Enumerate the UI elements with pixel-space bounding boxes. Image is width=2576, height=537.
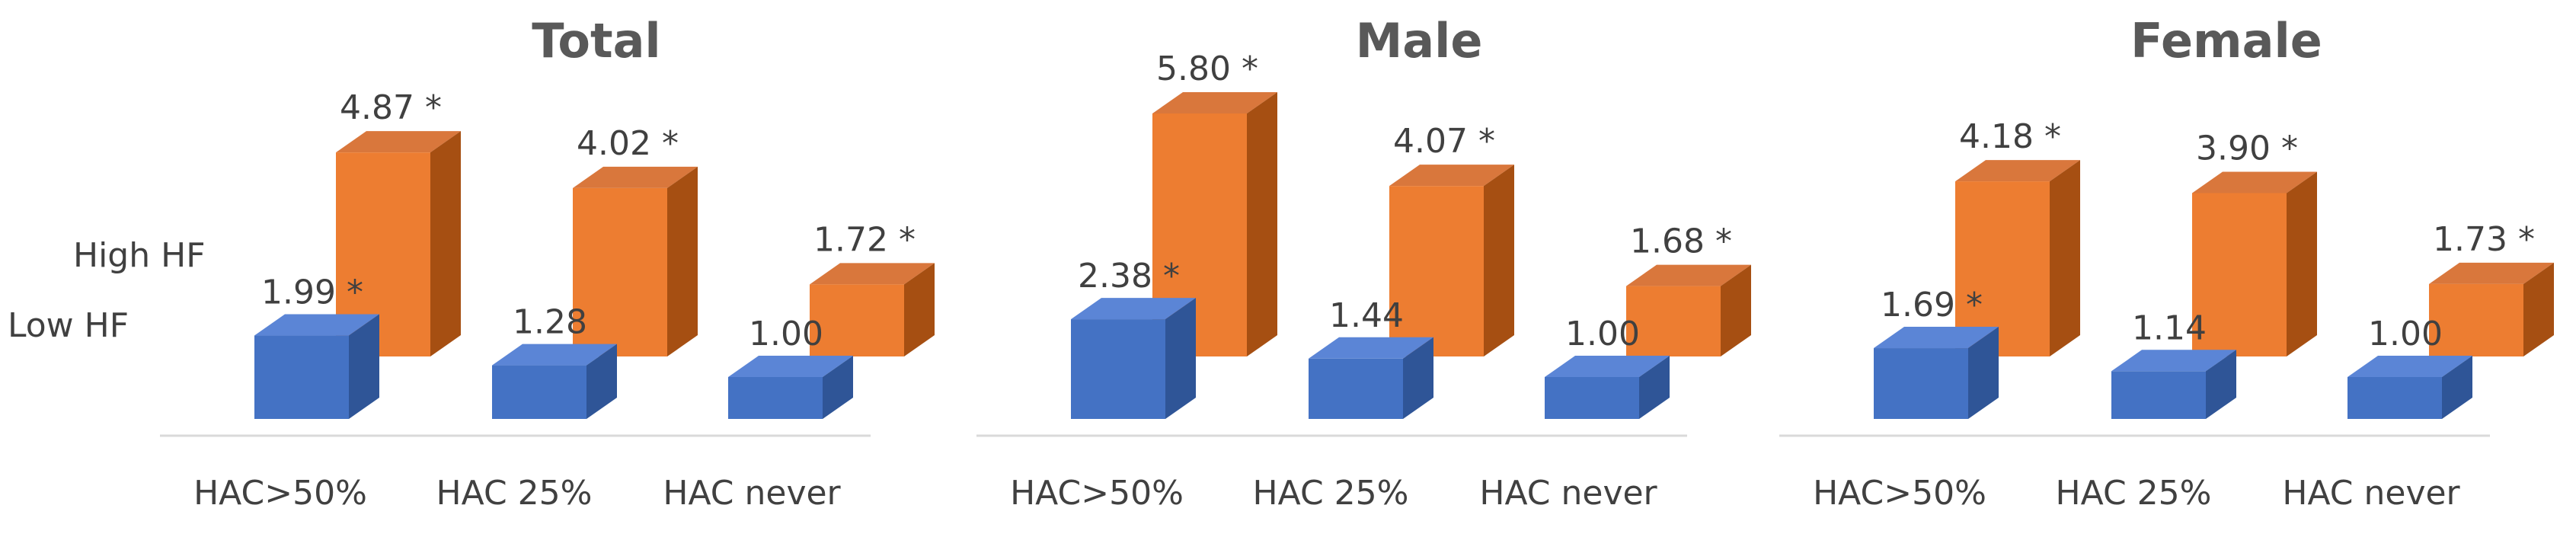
- bar-high-hf-side: [430, 131, 461, 356]
- data-label-low-hf: 1.28: [513, 303, 587, 342]
- bar-high-hf-side: [667, 166, 698, 356]
- bar-low-hf-top: [2111, 350, 2236, 372]
- category-label: HAC never: [2282, 474, 2460, 513]
- category-label: HAC never: [663, 474, 841, 513]
- chart-title: Female: [2130, 13, 2322, 69]
- bar-low-hf-top: [2347, 356, 2472, 377]
- bar-low-hf: [1071, 319, 1165, 419]
- bar-high-hf: [2429, 283, 2523, 356]
- data-label-low-hf: 1.00: [2368, 315, 2443, 353]
- data-label-high-hf: 4.87 *: [340, 88, 442, 127]
- data-label-high-hf: 3.90 *: [2196, 129, 2298, 168]
- data-label-high-hf: 4.07 *: [1393, 122, 1495, 161]
- bar-high-hf-top: [1152, 92, 1277, 113]
- data-label-high-hf: 1.73 *: [2433, 220, 2535, 259]
- bar-low-hf-side: [2206, 350, 2236, 419]
- bar-low-hf-side: [586, 344, 617, 419]
- bar-high-hf: [2192, 193, 2287, 356]
- bar-low-hf-top: [1071, 298, 1196, 320]
- bar-high-hf: [573, 187, 667, 356]
- bar-high-hf-side: [2287, 171, 2317, 356]
- bar-low-hf-side: [1403, 337, 1433, 419]
- bar-high-hf-side: [2523, 262, 2554, 356]
- data-label-low-hf: 1.00: [1565, 315, 1640, 353]
- bar-low-hf: [1309, 358, 1403, 419]
- bar-high-hf-side: [2050, 160, 2080, 356]
- bar-low-hf-side: [823, 356, 853, 419]
- bar-low-hf: [2347, 377, 2442, 419]
- data-label-high-hf: 1.68 *: [1630, 222, 1732, 261]
- bar-high-hf-side: [904, 263, 935, 356]
- bar-high-hf-top: [2429, 262, 2554, 284]
- bar-low-hf: [1545, 377, 1639, 419]
- data-label-low-hf: 1.44: [1329, 296, 1404, 335]
- bar-high-hf-side: [1484, 165, 1514, 356]
- bar-high-hf-top: [1389, 165, 1514, 187]
- data-label-high-hf: 5.80 *: [1156, 50, 1258, 88]
- bar-high-hf: [810, 284, 904, 356]
- bar-high-hf-top: [1955, 160, 2080, 182]
- series-label-low-hf: Low HF: [8, 306, 129, 345]
- bar-low-hf-top: [254, 314, 379, 336]
- bar-low-hf: [492, 365, 586, 419]
- bar-low-hf: [254, 335, 349, 419]
- data-label-high-hf: 4.18 *: [1959, 117, 2061, 156]
- category-label: HAC>50%: [193, 474, 367, 513]
- bar-high-hf: [1389, 186, 1484, 356]
- bar-low-hf-side: [1165, 298, 1196, 419]
- bar-low-hf-top: [728, 356, 853, 377]
- data-label-low-hf: 1.00: [749, 315, 823, 353]
- category-label: HAC>50%: [1010, 474, 1184, 513]
- bar-high-hf-top: [336, 131, 461, 153]
- chart-title: Total: [532, 13, 660, 69]
- bar-low-hf-side: [1968, 327, 1999, 419]
- data-label-low-hf: 2.38 *: [1078, 257, 1180, 296]
- data-label-high-hf: 1.72 *: [813, 220, 916, 259]
- bar-low-hf-side: [349, 314, 379, 419]
- category-label: HAC 25%: [436, 474, 593, 513]
- category-label: HAC 25%: [1253, 474, 1409, 513]
- category-label: HAC 25%: [2056, 474, 2212, 513]
- bar-low-hf-top: [492, 344, 617, 366]
- bar-low-hf: [728, 377, 823, 419]
- bar-high-hf-top: [1626, 264, 1751, 286]
- data-label-high-hf: 4.02 *: [577, 124, 679, 163]
- data-label-low-hf: 1.69 *: [1881, 286, 1983, 324]
- bar-low-hf-side: [2442, 356, 2472, 419]
- bar-low-hf: [2111, 371, 2206, 419]
- category-label: HAC>50%: [1813, 474, 1986, 513]
- bar-low-hf-top: [1309, 337, 1433, 359]
- series-label-high-hf: High HF: [73, 236, 206, 275]
- category-label: HAC never: [1479, 474, 1657, 513]
- bar-low-hf: [1874, 348, 1968, 419]
- bar-high-hf-side: [1247, 92, 1277, 356]
- bar-high-hf: [1626, 286, 1721, 356]
- bar-low-hf-top: [1545, 356, 1670, 377]
- bar-low-hf-side: [1639, 356, 1670, 419]
- bar-low-hf-top: [1874, 327, 1999, 349]
- bar-high-hf-top: [810, 263, 935, 285]
- data-label-low-hf: 1.14: [2132, 308, 2207, 347]
- bar-high-hf-top: [2192, 171, 2317, 193]
- bar-high-hf-side: [1721, 264, 1751, 356]
- data-label-low-hf: 1.99 *: [261, 273, 363, 312]
- chart-title: Male: [1356, 13, 1483, 69]
- bar-high-hf-top: [573, 166, 698, 188]
